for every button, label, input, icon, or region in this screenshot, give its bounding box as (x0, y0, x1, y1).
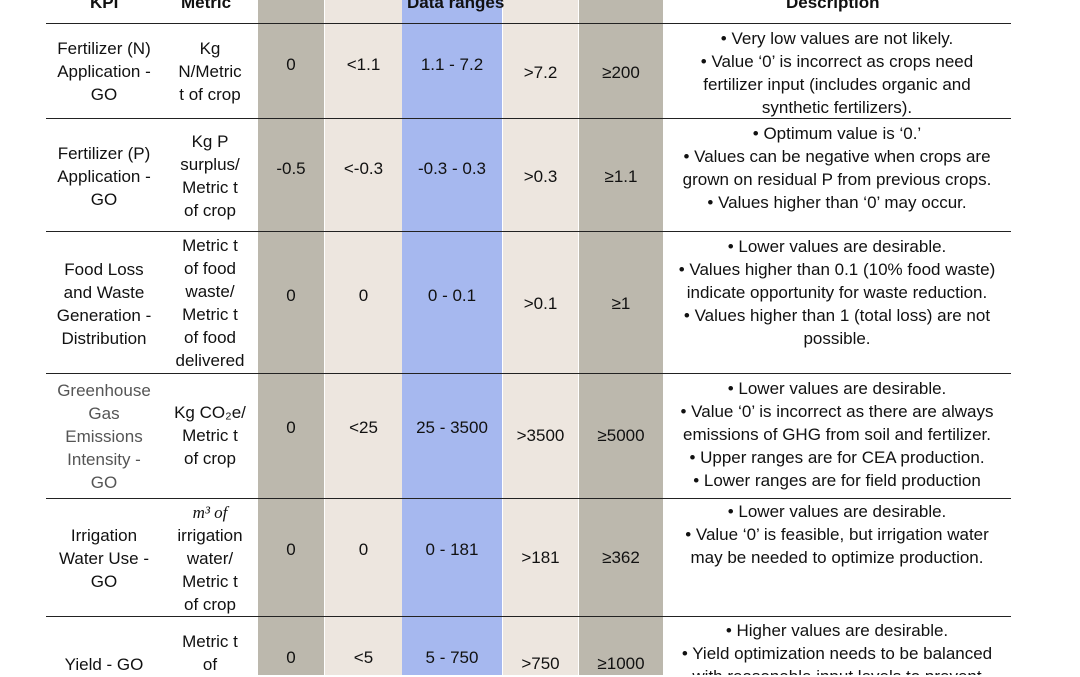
range-very-high: ≥1000 (597, 654, 645, 673)
column-bg-low (325, 0, 402, 675)
range-expected: 0 - 181 (425, 540, 479, 559)
description-cell: • Lower values are desirable. • Values hi… (678, 236, 996, 348)
range-very-high: ≥1 (611, 294, 631, 313)
range-high: >3500 (516, 426, 565, 445)
range-low: <-0.3 (343, 159, 384, 178)
column-bg-very-high (579, 0, 663, 675)
row-divider (46, 23, 1011, 24)
metric-cell: Kg N/Metric t of crop (178, 38, 242, 104)
range-expected: 0 - 0.1 (427, 286, 477, 305)
range-low: <1.1 (346, 55, 381, 74)
description-cell: • Optimum value is ‘0.’ • Values can be n… (682, 124, 992, 212)
header-description: Description (786, 0, 880, 12)
range-very-low: 0 (286, 55, 296, 74)
range-expected: 1.1 - 7.2 (420, 55, 484, 74)
header-kpi: KPI (90, 0, 119, 12)
row-divider (46, 373, 1011, 374)
kpi-cell: Food Loss and Waste Generation - Distributi… (56, 260, 152, 348)
description-cell: • Very low values are not likely. • Value… (700, 29, 974, 117)
kpi-cell: Fertilizer (P) Application - GO (57, 143, 151, 209)
description-cell: • Higher values are desirable. • Yield op… (681, 621, 993, 675)
range-high: >0.1 (523, 294, 558, 313)
range-low: <25 (349, 418, 378, 437)
header-metric: Metric (181, 0, 232, 12)
range-low: 0 (358, 540, 369, 559)
column-bg-high (503, 0, 578, 675)
range-high: >0.3 (523, 167, 558, 186)
column-bg-expected (402, 0, 502, 675)
range-expected: 25 - 3500 (416, 418, 488, 437)
kpi-cell: Irrigation Water Use - GO (58, 525, 150, 591)
column-bg-very-low (258, 0, 324, 675)
range-very-low: 0 (286, 286, 296, 305)
row-divider (46, 616, 1011, 617)
metric-cell: Kg CO₂e/Metric t of crop (174, 402, 246, 468)
range-high: >7.2 (523, 63, 558, 82)
range-very-high: ≥1.1 (604, 167, 638, 186)
range-high: >750 (521, 654, 560, 673)
range-very-low: -0.5 (276, 159, 306, 178)
range-expected: 5 - 750 (425, 648, 479, 667)
range-very-high: ≥362 (602, 548, 640, 567)
range-very-high: ≥5000 (597, 426, 645, 445)
row-divider (46, 498, 1011, 499)
kpi-cell: Greenhouse Gas Emissions Intensity - GO (57, 380, 151, 492)
description-cell: • Lower values are desirable. • Value ‘0’… (680, 378, 994, 490)
range-expected: -0.3 - 0.3 (417, 159, 487, 178)
kpi-cell: Fertilizer (N) Application - GO (57, 38, 151, 104)
metric-cell: Metric t of food waste/Metric t of food deli… (175, 236, 245, 370)
metric-cell: Metric t of (182, 632, 238, 674)
range-very-low: 0 (286, 648, 296, 667)
range-very-high: ≥200 (602, 63, 640, 82)
range-low: 0 (358, 286, 369, 305)
description-cell: • Lower values are desirable. • Value ‘0’… (685, 502, 989, 567)
range-very-low: 0 (286, 540, 296, 559)
range-high: >181 (521, 548, 560, 567)
row-divider (46, 231, 1011, 232)
kpi-cell: Yield - GO (64, 655, 144, 674)
metric-cell: m³ of irrigation water/Metric t of crop (177, 502, 243, 614)
header-data-ranges: Data ranges (407, 0, 505, 12)
range-low: <5 (353, 648, 374, 667)
row-divider (46, 118, 1011, 119)
range-very-low: 0 (286, 418, 296, 437)
